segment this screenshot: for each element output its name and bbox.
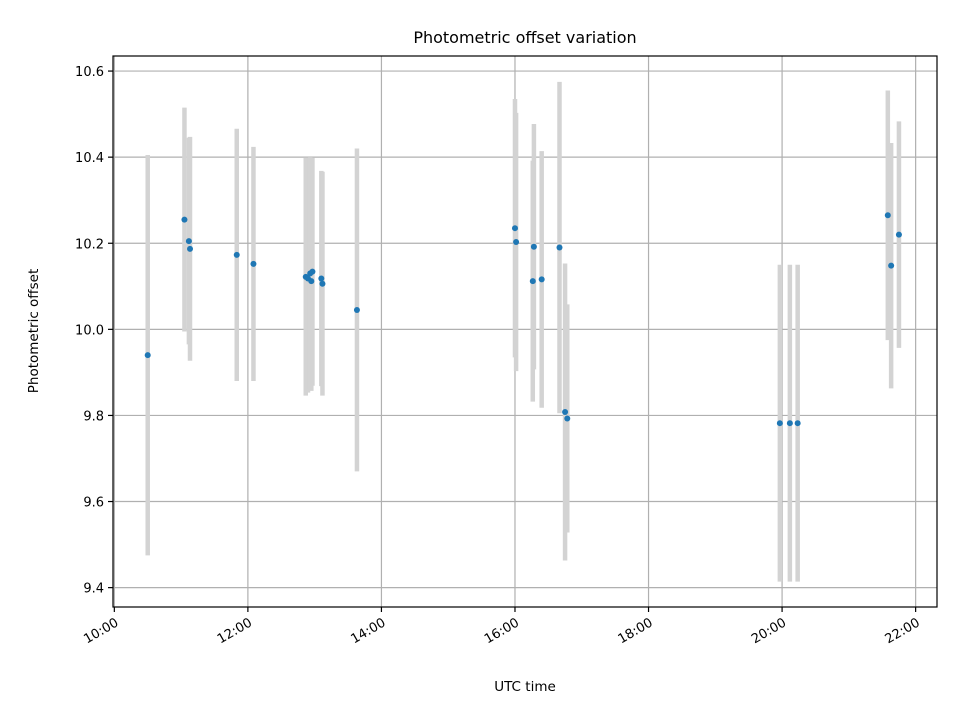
x-tick-label: 20:00 bbox=[749, 615, 789, 647]
x-tick-label: 14:00 bbox=[348, 615, 388, 647]
data-point bbox=[786, 420, 793, 427]
y-axis-ticks: 9.4 9.6 9.8 10.0 10.2 10.4 10.6 bbox=[75, 65, 113, 597]
data-points bbox=[144, 212, 902, 427]
data-point bbox=[309, 268, 316, 275]
data-point bbox=[144, 352, 151, 359]
data-point bbox=[513, 238, 520, 245]
data-point bbox=[562, 408, 569, 415]
data-point bbox=[884, 212, 891, 219]
data-point bbox=[353, 306, 360, 313]
y-tick-label: 10.4 bbox=[75, 151, 104, 166]
y-tick-label: 10.2 bbox=[75, 237, 104, 252]
x-tick-label: 16:00 bbox=[482, 615, 522, 647]
data-point bbox=[888, 262, 895, 269]
data-point bbox=[538, 276, 545, 283]
data-point bbox=[530, 243, 537, 250]
x-tick-label: 12:00 bbox=[215, 615, 255, 647]
x-axis-ticks: 10:00 12:00 14:00 16:00 18:00 20:00 22:00 bbox=[81, 607, 923, 647]
plot-frame bbox=[112, 55, 938, 608]
x-tick-label: 10:00 bbox=[81, 615, 121, 647]
data-point bbox=[564, 415, 571, 422]
data-point bbox=[187, 245, 194, 252]
y-tick-label: 9.4 bbox=[83, 582, 104, 597]
data-point bbox=[250, 260, 257, 267]
y-tick-label: 10.6 bbox=[75, 65, 104, 80]
data-point bbox=[794, 420, 801, 427]
data-point bbox=[529, 278, 536, 285]
y-axis-label: Photometric offset bbox=[26, 269, 42, 393]
data-point bbox=[776, 420, 783, 427]
data-point bbox=[233, 251, 240, 258]
y-tick-label: 10.0 bbox=[75, 323, 104, 338]
y-tick-label: 9.6 bbox=[83, 496, 104, 511]
y-tick-label: 9.8 bbox=[83, 409, 104, 424]
x-axis-label: UTC time bbox=[494, 679, 556, 695]
data-point bbox=[556, 244, 563, 251]
data-point bbox=[895, 231, 902, 238]
data-point bbox=[319, 280, 326, 287]
x-tick-label: 18:00 bbox=[616, 615, 656, 647]
chart-title: Photometric offset variation bbox=[413, 28, 636, 47]
data-point bbox=[185, 238, 192, 245]
data-point bbox=[318, 275, 325, 282]
data-point bbox=[511, 225, 518, 232]
data-point bbox=[308, 278, 315, 285]
x-tick-label: 22:00 bbox=[883, 615, 923, 647]
data-point bbox=[181, 216, 188, 223]
